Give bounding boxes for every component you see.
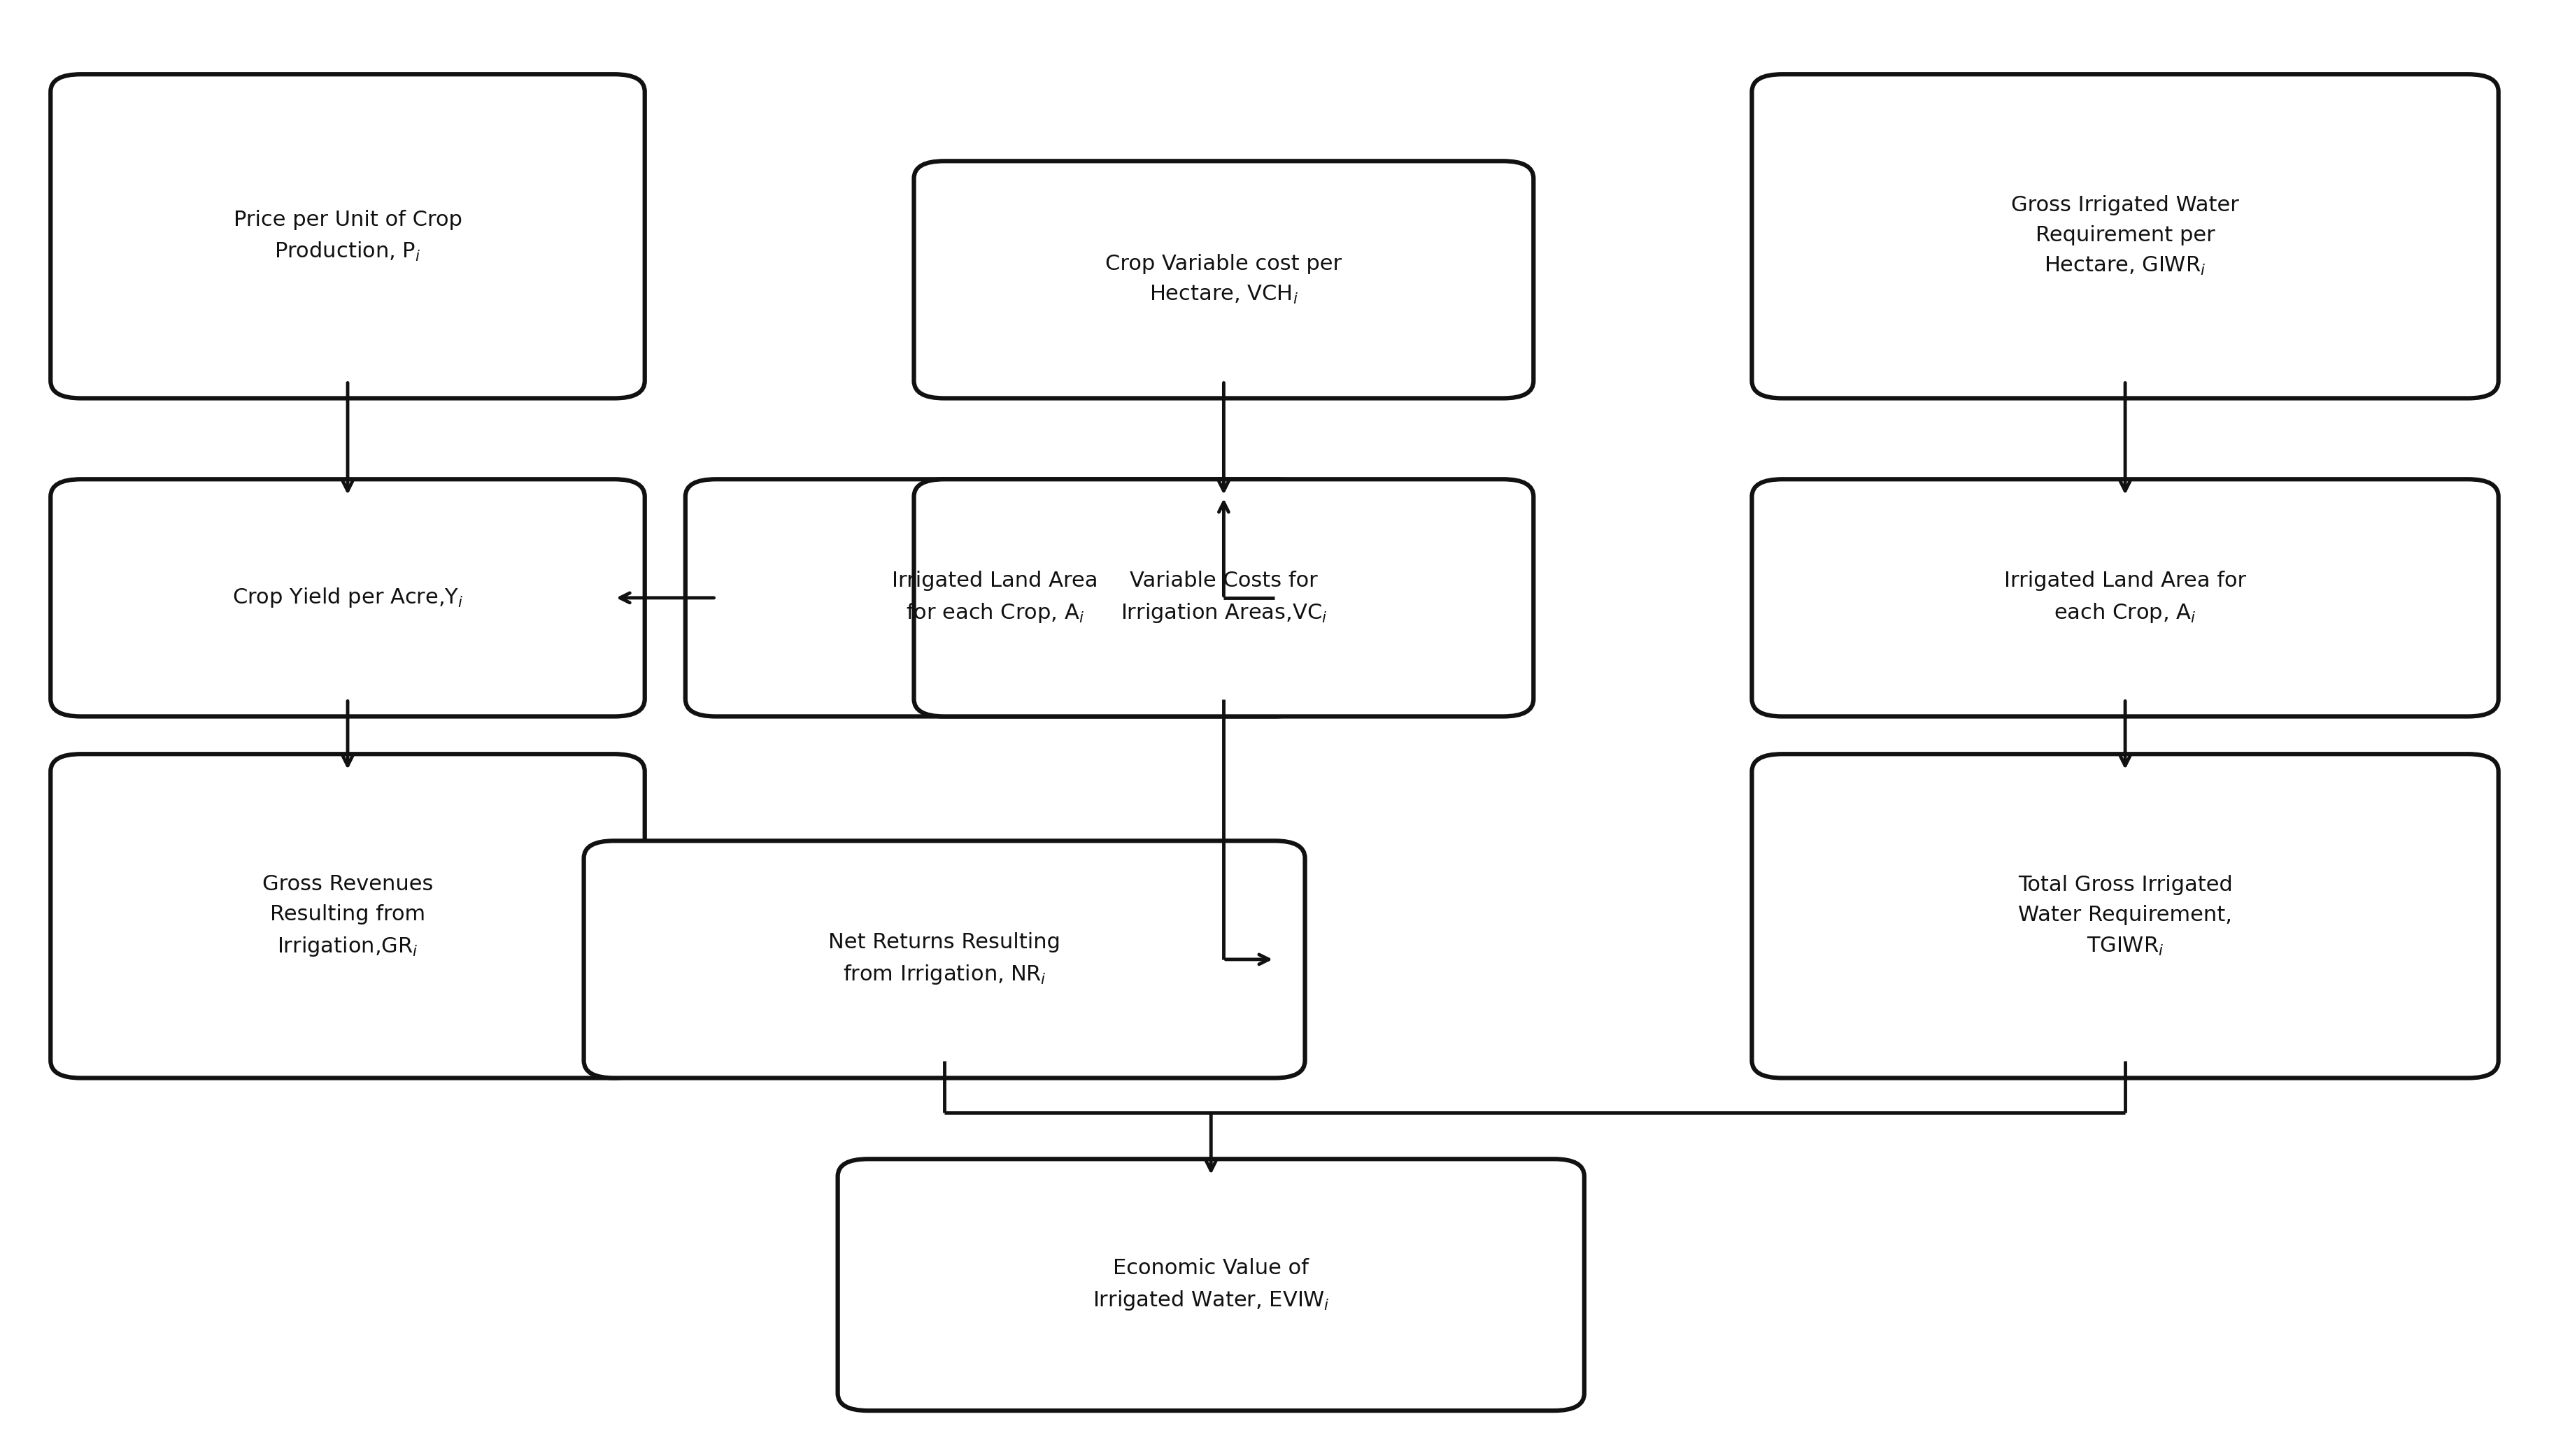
FancyBboxPatch shape — [584, 840, 1305, 1077]
FancyBboxPatch shape — [1751, 74, 2498, 399]
FancyBboxPatch shape — [915, 479, 1534, 716]
FancyBboxPatch shape — [1751, 754, 2498, 1077]
Text: Gross Revenues
Resulting from
Irrigation,GR$_i$: Gross Revenues Resulting from Irrigation… — [263, 874, 433, 958]
FancyBboxPatch shape — [915, 162, 1534, 399]
Text: Net Returns Resulting
from Irrigation, NR$_i$: Net Returns Resulting from Irrigation, N… — [828, 932, 1060, 986]
Text: Variable Costs for
Irrigation Areas,VC$_i$: Variable Costs for Irrigation Areas,VC$_… — [1122, 571, 1328, 625]
Text: Crop Variable cost per
Hectare, VCH$_i$: Crop Variable cost per Hectare, VCH$_i$ — [1106, 253, 1341, 306]
Text: Gross Irrigated Water
Requirement per
Hectare, GIWR$_i$: Gross Irrigated Water Requirement per He… — [2011, 195, 2238, 277]
FancyBboxPatch shape — [51, 74, 645, 399]
Text: Irrigated Land Area
for each Crop, A$_i$: Irrigated Land Area for each Crop, A$_i$ — [892, 571, 1099, 625]
Text: Price per Unit of Crop
Production, P$_i$: Price per Unit of Crop Production, P$_i$ — [235, 210, 461, 264]
FancyBboxPatch shape — [51, 479, 645, 716]
FancyBboxPatch shape — [839, 1159, 1585, 1411]
FancyBboxPatch shape — [686, 479, 1305, 716]
Text: Total Gross Irrigated
Water Requirement,
TGIWR$_i$: Total Gross Irrigated Water Requirement,… — [2019, 875, 2233, 957]
Text: Crop Yield per Acre,Y$_i$: Crop Yield per Acre,Y$_i$ — [232, 587, 464, 610]
Text: Economic Value of
Irrigated Water, EVIW$_i$: Economic Value of Irrigated Water, EVIW$… — [1094, 1258, 1331, 1312]
Text: Irrigated Land Area for
each Crop, A$_i$: Irrigated Land Area for each Crop, A$_i$ — [2004, 571, 2246, 625]
FancyBboxPatch shape — [51, 754, 645, 1077]
FancyBboxPatch shape — [1751, 479, 2498, 716]
